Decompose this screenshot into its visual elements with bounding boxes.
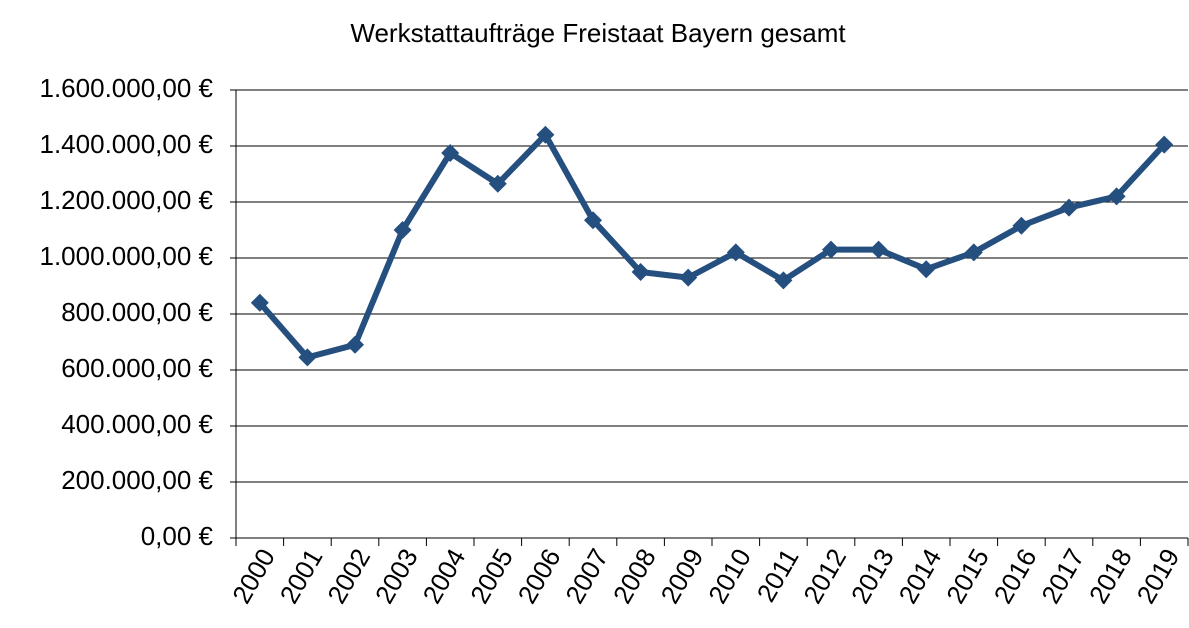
x-tick-label: 2014 <box>892 543 947 608</box>
x-tick-label: 2012 <box>797 543 852 608</box>
marker <box>631 263 650 281</box>
x-tick-label: 2011 <box>751 543 805 606</box>
y-tick-label: 1.600.000,00 € <box>40 73 214 103</box>
marker <box>1060 198 1078 217</box>
y-tick-label: 600.000,00 € <box>61 353 213 383</box>
x-tick-label: 2013 <box>845 543 900 608</box>
x-tick-label: 2009 <box>654 543 709 608</box>
x-tick-label: 2006 <box>512 543 567 608</box>
line <box>257 131 1167 361</box>
x-tick-label: 2018 <box>1083 543 1138 608</box>
x-tick-label: 2015 <box>940 543 995 608</box>
y-tick-label: 400.000,00 € <box>61 409 213 439</box>
x-tick-label: 2017 <box>1035 543 1090 608</box>
x-tick-label: 2019 <box>1130 543 1185 608</box>
marker <box>1155 135 1174 154</box>
x-tick-label: 2000 <box>226 543 281 608</box>
marker <box>346 335 364 354</box>
marker <box>584 211 602 230</box>
x-tick-label: 2008 <box>607 543 662 608</box>
marker <box>774 271 793 290</box>
marker <box>1012 216 1031 235</box>
x-tick-label: 2007 <box>559 543 614 608</box>
marker <box>917 260 936 279</box>
marker <box>298 348 317 367</box>
marker <box>488 174 507 193</box>
x-tick-label: 2010 <box>702 543 757 608</box>
marker <box>393 221 412 239</box>
x-tick-label: 2005 <box>464 543 519 608</box>
marker <box>869 240 888 259</box>
y-tick-label: 800.000,00 € <box>61 297 213 327</box>
marker <box>822 240 840 259</box>
marker <box>964 243 983 262</box>
marker <box>1107 187 1126 206</box>
marker <box>726 243 745 262</box>
x-tick-label: 2004 <box>416 543 471 608</box>
x-tick-label: 2003 <box>369 543 424 608</box>
marker <box>536 125 555 144</box>
y-tick-label: 0,00 € <box>141 521 214 551</box>
y-tick-label: 1.000.000,00 € <box>40 241 214 271</box>
marker <box>679 268 698 287</box>
y-tick-label: 1.200.000,00 € <box>40 185 214 215</box>
y-tick-label: 200.000,00 € <box>61 465 213 495</box>
x-tick-label: 2001 <box>274 543 329 608</box>
chart-title: Werkstattaufträge Freistaat Bayern gesam… <box>350 18 846 48</box>
x-tick-label: 2016 <box>988 543 1043 608</box>
x-tick-label: 2002 <box>321 543 376 608</box>
marker <box>441 144 460 162</box>
marker <box>250 293 269 312</box>
y-tick-label: 1.400.000,00 € <box>40 129 214 159</box>
